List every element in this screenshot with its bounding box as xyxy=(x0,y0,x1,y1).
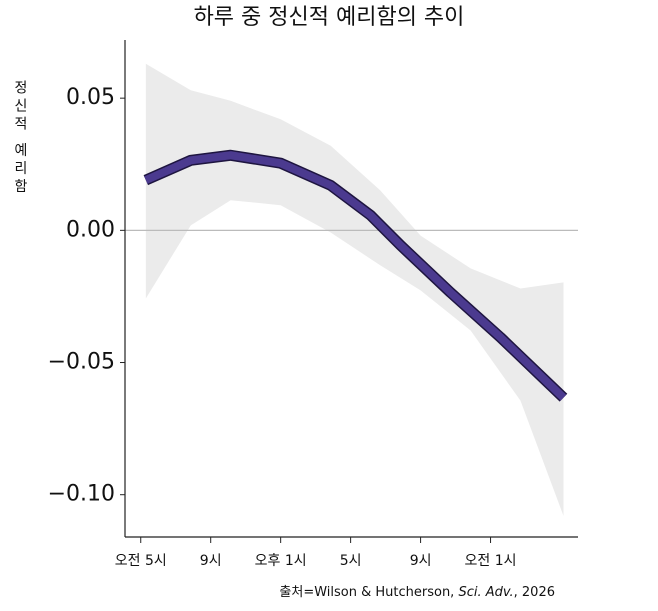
line xyxy=(144,151,567,401)
y-tick-label: 0.05 xyxy=(66,85,115,110)
x-tick-label: 9시 xyxy=(200,553,222,569)
x-tick-label: 오전 1시 xyxy=(465,553,517,569)
y-axis-label: 정신적 예리함 xyxy=(12,80,28,196)
x-tick-label: 오후 1시 xyxy=(255,553,307,569)
y-tick-label: −0.10 xyxy=(48,482,115,507)
y-tick-label: −0.05 xyxy=(48,350,115,375)
source-text: Sci. Adv. xyxy=(458,585,513,600)
x-tick-label: 오전 5시 xyxy=(115,553,167,569)
source-text: 출처=Wilson & Hutcherson, xyxy=(279,585,458,600)
confidence-band xyxy=(145,63,564,516)
x-tick-label: 9시 xyxy=(410,553,432,569)
source-text: , 2026 xyxy=(514,585,555,600)
x-tick-label: 5시 xyxy=(340,553,362,569)
source: 출처=Wilson & Hutcherson, Sci. Adv., 2026 xyxy=(279,585,555,600)
chart-title: 하루 중 정신적 예리함의 추이 xyxy=(194,5,465,30)
y-tick-label: 0.00 xyxy=(66,217,115,242)
